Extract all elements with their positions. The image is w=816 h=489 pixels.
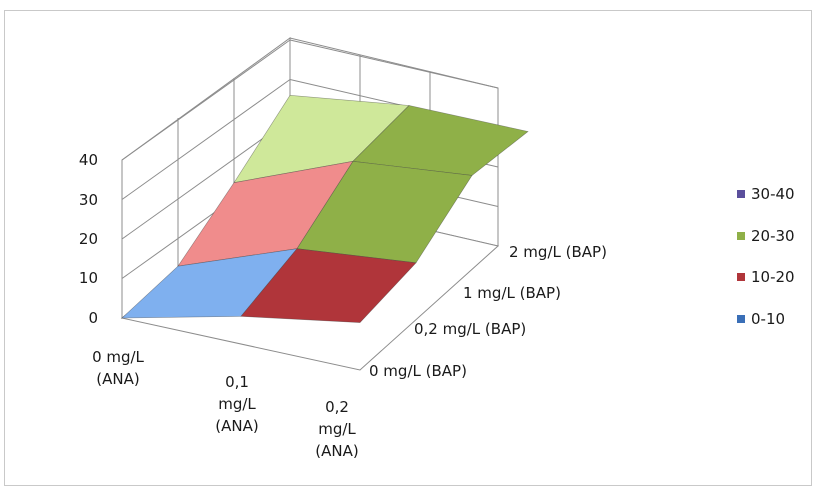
x-category-label: 0,2 mg/L (ANA) — [315, 398, 358, 460]
legend-swatch — [737, 315, 745, 323]
legend: 30-40 20-30 10-20 0-10 — [737, 185, 795, 328]
legend-swatch — [737, 232, 745, 240]
z-tick-label: 20 — [79, 230, 98, 248]
depth-category-label: 0 mg/L (BAP) — [369, 362, 467, 380]
x-category-label: 0 mg/L (ANA) — [92, 348, 144, 388]
legend-label: 20-30 — [751, 227, 795, 245]
z-axis-ticks: 0 10 20 30 40 — [79, 151, 98, 327]
z-tick-label: 10 — [79, 269, 98, 287]
legend-label: 30-40 — [751, 185, 795, 203]
depth-category-label: 0,2 mg/L (BAP) — [414, 320, 526, 338]
legend-swatch — [737, 190, 745, 198]
z-tick-label: 40 — [79, 151, 98, 169]
legend-label: 10-20 — [751, 268, 795, 286]
depth-category-label: 2 mg/L (BAP) — [509, 243, 607, 261]
z-tick-label: 0 — [88, 309, 98, 327]
x-category-labels: 0 mg/L (ANA) 0,1 mg/L (ANA) 0,2 mg/L (ANA) — [92, 348, 359, 460]
z-tick-label: 30 — [79, 191, 98, 209]
x-category-label: 0,1 mg/L (ANA) — [215, 373, 258, 435]
legend-swatch — [737, 273, 745, 281]
depth-category-label: 1 mg/L (BAP) — [463, 284, 561, 302]
legend-label: 0-10 — [751, 310, 785, 328]
